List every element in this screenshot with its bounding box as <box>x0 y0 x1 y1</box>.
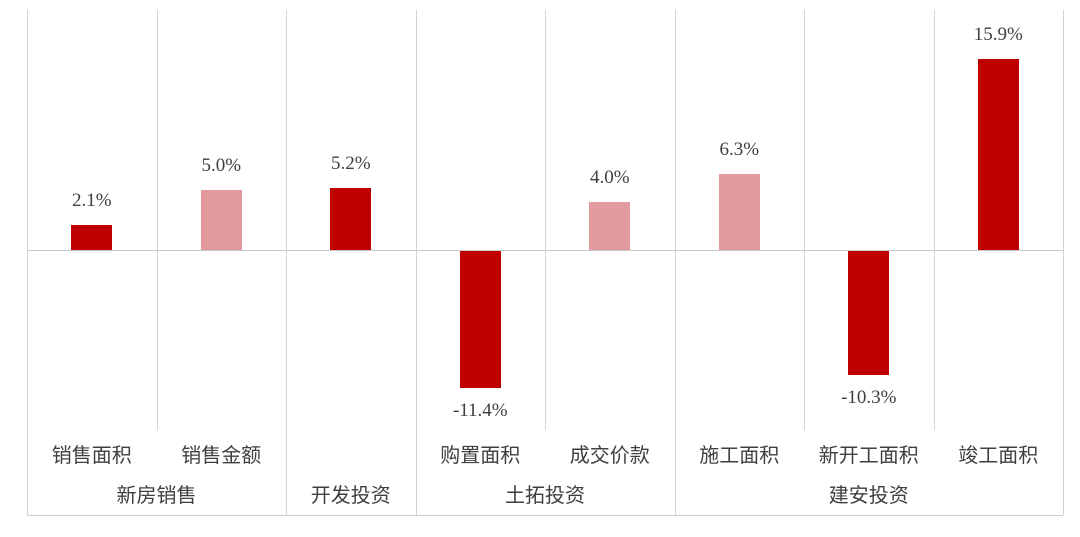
bottom-border-line <box>27 515 1063 516</box>
category-label: 销售金额 <box>181 445 262 467</box>
category-divider-line <box>545 10 546 430</box>
bar-新开工面积 <box>848 251 890 375</box>
bar-购置面积 <box>459 251 501 388</box>
category-divider-line <box>156 10 158 430</box>
value-label: 5.0% <box>201 155 242 176</box>
category-label: 新开工面积 <box>818 445 919 467</box>
value-label: 15.9% <box>973 24 1023 46</box>
group-divider-line <box>286 10 287 515</box>
category-label: 销售面积 <box>51 445 132 467</box>
bar-销售面积 <box>71 224 113 250</box>
category-label: 施工面积 <box>699 445 780 467</box>
value-label: -10.3% <box>841 386 897 408</box>
category-label: 成交价款 <box>569 445 650 467</box>
value-label: 6.3% <box>719 139 760 161</box>
value-label: 4.0% <box>590 167 630 188</box>
category-divider-line <box>933 10 935 430</box>
category-label: 竣工面积 <box>958 445 1039 467</box>
group-divider-line <box>415 10 417 515</box>
group-divider-line <box>674 10 676 515</box>
group-label: 新房销售 <box>116 485 197 507</box>
bar-开发投资 <box>330 187 372 250</box>
category-divider-line <box>804 10 805 430</box>
group-divider-line <box>27 10 28 515</box>
value-label: -11.4% <box>452 399 508 421</box>
group-label: 土拓投资 <box>505 485 585 507</box>
bar-施工面积 <box>718 174 760 250</box>
group-label: 建安投资 <box>828 485 909 507</box>
bar-销售金额 <box>200 190 242 250</box>
category-label: 购置面积 <box>440 445 521 467</box>
group-divider-line <box>1063 10 1064 515</box>
value-label: 5.2% <box>331 152 371 174</box>
group-label: 开发投资 <box>310 485 391 507</box>
bar-成交价款 <box>589 202 631 250</box>
bar-竣工面积 <box>977 59 1019 250</box>
value-label: 2.1% <box>72 189 112 211</box>
